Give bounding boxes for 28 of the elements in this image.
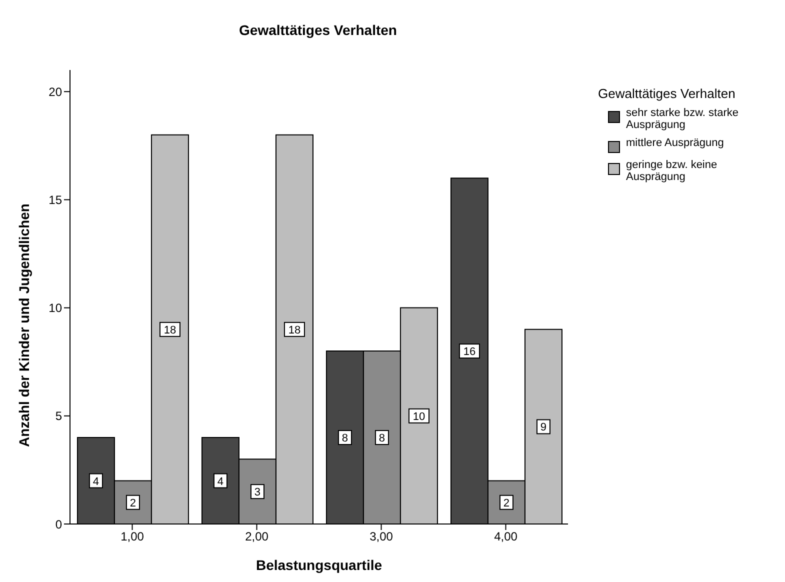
data-label: 18 xyxy=(288,324,301,336)
x-tick-label: 3,00 xyxy=(370,530,394,544)
y-tick-label: 0 xyxy=(55,517,62,532)
y-axis-title: Anzahl der Kinder und Jugendlichen xyxy=(16,204,32,447)
data-label: 8 xyxy=(342,432,348,445)
y-tick-label: 5 xyxy=(55,409,62,424)
data-label: 8 xyxy=(378,432,386,445)
data-label: 4 xyxy=(217,476,224,488)
data-label: 18 xyxy=(164,324,176,336)
data-label: 9 xyxy=(540,422,547,434)
chart-title: Gewalttätiges Verhalten xyxy=(238,22,398,38)
y-tick-label: 10 xyxy=(48,301,62,316)
data-label: 3 xyxy=(254,486,261,499)
data-label: 4 xyxy=(92,476,100,488)
legend-label: sehr starke bzw. starke Ausprägung xyxy=(626,107,740,131)
legend-title: Gewalttätiges Verhalten xyxy=(598,86,736,101)
data-label: 2 xyxy=(130,497,136,510)
data-label: 16 xyxy=(463,346,476,358)
data-label: 10 xyxy=(412,410,426,423)
x-axis-title: Belastungsquartile xyxy=(256,557,382,573)
y-tick-label: 15 xyxy=(48,192,62,207)
x-tick-label: 2,00 xyxy=(245,530,269,544)
legend-label: geringe bzw. keine Ausprägung xyxy=(626,159,718,183)
data-label: 2 xyxy=(503,497,510,510)
legend-label: mittlere Ausprägung xyxy=(626,137,725,149)
x-tick-label: 1,00 xyxy=(120,530,144,544)
y-tick-label: 20 xyxy=(48,84,62,99)
x-tick-label: 4,00 xyxy=(494,530,518,544)
